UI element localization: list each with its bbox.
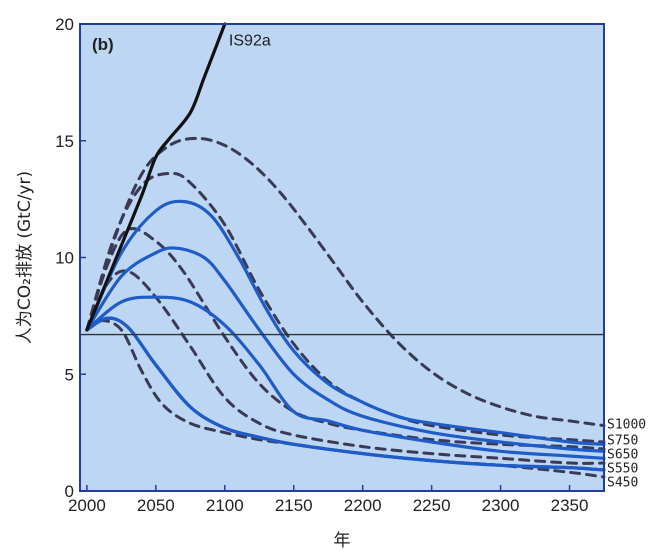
y-tick-label: 0	[65, 482, 74, 501]
x-tick-label: 2300	[482, 496, 520, 515]
series-line-dashed-s650	[85, 227, 606, 451]
series-line-solid-s750	[85, 246, 606, 453]
scenario-label: S450	[607, 476, 638, 491]
panel-label: (b)	[92, 35, 114, 54]
series-annotation: IS92a	[229, 32, 271, 49]
x-tick-label: 2350	[551, 496, 589, 515]
series-line-solid-s1000	[85, 199, 606, 446]
x-axis-title: 年	[334, 531, 351, 551]
scenario-label: S1000	[607, 417, 646, 432]
series-line-solid-s650	[85, 295, 606, 460]
plot-background	[80, 24, 604, 491]
scenario-label: S650	[607, 448, 638, 463]
x-tick-label: 2100	[206, 496, 244, 515]
y-tick-label: 5	[65, 365, 74, 384]
y-tick-label: 15	[55, 132, 74, 151]
x-tick-label: 2200	[344, 496, 382, 515]
x-tick-label: 2250	[413, 496, 451, 515]
y-axis-title: 人为CO₂排放 (GtC/yr)	[15, 171, 35, 344]
scenario-label: S550	[607, 462, 638, 477]
y-tick-label: 10	[55, 249, 74, 268]
scenario-label: S750	[607, 434, 638, 449]
y-tick-label: 20	[55, 15, 74, 34]
series-line-solid-is92a	[85, 22, 227, 332]
series-line-solid-s450	[85, 316, 606, 472]
x-tick-label: 2050	[137, 496, 175, 515]
x-tick-label: 2000	[68, 496, 106, 515]
axes-layer: 2000 2050 2100 2150 2200 2250 2300 2350 0 5 10 15 20…	[55, 15, 646, 515]
x-tick-label: 2150	[275, 496, 313, 515]
